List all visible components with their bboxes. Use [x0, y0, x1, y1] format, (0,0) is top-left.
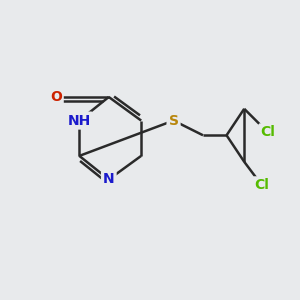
Text: O: O — [50, 90, 62, 104]
Text: Cl: Cl — [254, 178, 269, 192]
Text: Cl: Cl — [260, 125, 275, 139]
Text: S: S — [169, 114, 178, 128]
Text: NH: NH — [68, 114, 91, 128]
Text: N: N — [103, 172, 115, 186]
